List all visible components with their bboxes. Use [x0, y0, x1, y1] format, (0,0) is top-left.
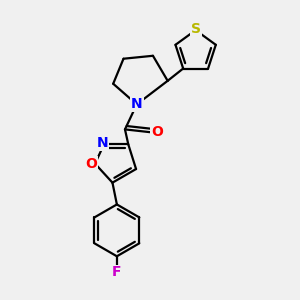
Text: N: N [97, 136, 108, 150]
Text: O: O [85, 157, 98, 171]
Text: F: F [112, 266, 122, 280]
Text: S: S [190, 22, 201, 36]
Text: N: N [131, 98, 142, 111]
Text: O: O [151, 125, 163, 139]
